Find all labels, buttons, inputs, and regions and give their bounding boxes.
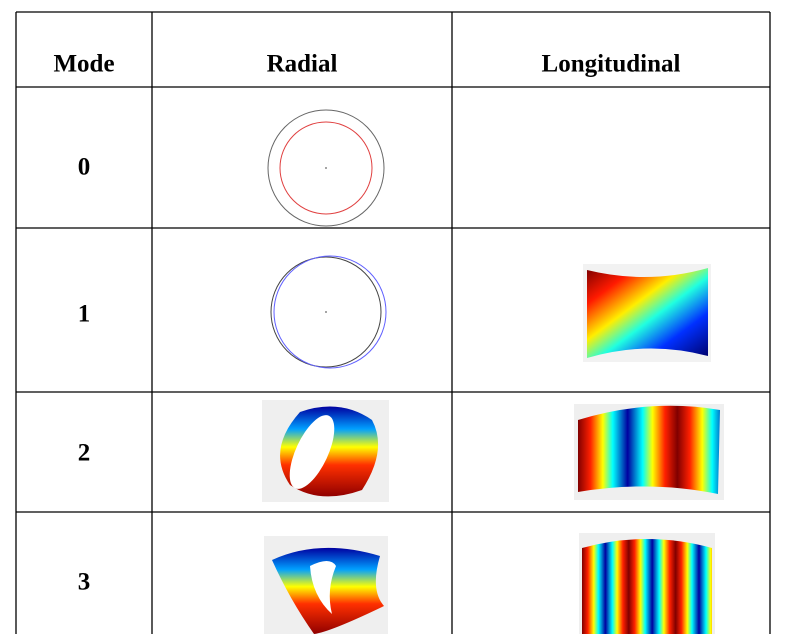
mode-cell: 0 (78, 154, 91, 181)
radial-image (270, 255, 387, 369)
mode-cell: 3 (78, 569, 91, 596)
table-borders (15, 11, 771, 634)
longitudinal-image (583, 264, 711, 362)
radial-image (262, 400, 389, 502)
header-cell: Mode (53, 51, 114, 78)
mode-cell: 2 (78, 440, 91, 467)
longitudinal-image (574, 404, 724, 500)
radial-image (267, 109, 385, 227)
radial-image (264, 536, 388, 634)
longitudinal-image (579, 533, 715, 634)
mode-cell: 1 (78, 301, 91, 328)
header-cell: Radial (267, 51, 338, 78)
header-cell: Longitudinal (542, 51, 681, 78)
